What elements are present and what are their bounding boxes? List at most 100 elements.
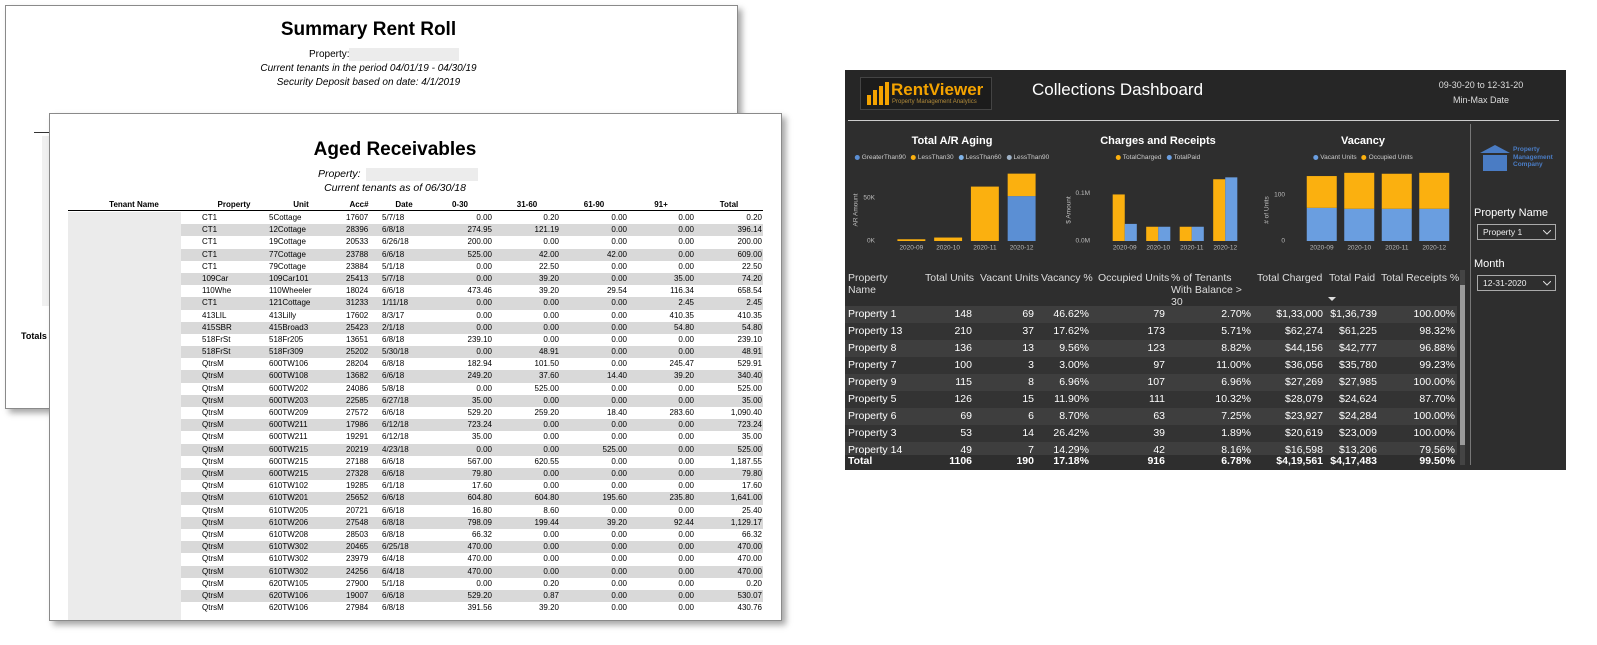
- table-cell: 69: [1022, 308, 1034, 320]
- table-row: QtrsM 620TW105 27900 5/1/18 0.00 0.20 0.00 0.00…: [181, 577, 763, 590]
- x-tick-label: 2020-12: [1213, 245, 1237, 252]
- table-cell: 0.00: [543, 334, 559, 344]
- table-row: Property 7 100 3 3.00% 97 11.00% $36,056 $35,78…: [845, 357, 1457, 374]
- table-cell: $35,780: [1339, 359, 1377, 371]
- table-cell: 0.00: [611, 383, 627, 393]
- table-cell: QtrsM: [202, 395, 224, 405]
- table-cell: QtrsM: [202, 529, 224, 539]
- table-cell: 0.00: [476, 322, 492, 332]
- table-cell: 0.00: [678, 603, 694, 613]
- table-cell: 658.54: [737, 286, 762, 296]
- y-axis-title: $ Amount: [1066, 196, 1073, 224]
- table-cell: Property 8: [848, 342, 897, 354]
- table-cell: 46.62%: [1053, 308, 1089, 320]
- table-cell: 6/12/18: [382, 432, 409, 442]
- table-cell: 35.00: [471, 432, 492, 442]
- table-cell: QtrsM: [202, 493, 224, 503]
- table-cell: 0.00: [543, 395, 559, 405]
- column-header: 0-30: [451, 200, 468, 209]
- totals-label: Totals f: [21, 331, 53, 341]
- table-cell: 13682: [346, 371, 369, 381]
- dashboard-title: Collections Dashboard: [1032, 80, 1204, 99]
- table-cell: 96.88%: [1419, 342, 1455, 354]
- table-cell: 6/6/18: [382, 590, 405, 600]
- table-cell: 723.24: [737, 420, 762, 430]
- table-cell: 0.00: [678, 249, 694, 259]
- table-row: Property 9 115 8 6.96% 107 6.96% $27,269 $27,98…: [845, 374, 1457, 391]
- table-cell: 0.20: [543, 578, 559, 588]
- chevron-path: [1543, 281, 1551, 286]
- y-axis-title: AR Amount: [853, 193, 860, 226]
- table-cell: 0.00: [678, 554, 694, 564]
- table-row: QtrsM 600TW108 13682 6/6/18 249.20 37.60 14.40…: [181, 370, 763, 383]
- table-cell: 470.00: [467, 566, 492, 576]
- x-tick-label: 2020-09: [1310, 245, 1334, 252]
- table-cell: 0.00: [678, 456, 694, 466]
- table-cell: 620TW105: [269, 578, 309, 588]
- bar-segment: [897, 239, 926, 241]
- table-cell: QtrsM: [202, 578, 224, 588]
- column-header: Total: [719, 200, 739, 209]
- table-cell: Property 3: [848, 427, 897, 439]
- table-cell: CT1: [202, 298, 218, 308]
- x-tick-label: 2020-09: [1113, 245, 1137, 252]
- table-cell: 274.95: [467, 225, 492, 235]
- table-row: 413LIL 413Lilly 17602 8/3/17 0.00 0.00 0.00 410…: [181, 309, 763, 322]
- table-cell: CT1: [202, 261, 218, 271]
- legend-label: GreaterThan90: [861, 154, 906, 161]
- table-cell: QtrsM: [202, 408, 224, 418]
- table-cell: $36,056: [1285, 359, 1323, 371]
- table-cell: 525.00: [534, 383, 559, 393]
- table-cell: 0.00: [678, 261, 694, 271]
- table-cell: QtrsM: [202, 554, 224, 564]
- table-cell: CT1: [202, 225, 218, 235]
- table-cell: 110Wheeler: [269, 286, 312, 296]
- table-cell: 25.40: [741, 505, 762, 515]
- table-cell: 126: [954, 393, 972, 405]
- y-tick-label: 100: [1274, 192, 1285, 199]
- table-cell: 23884: [346, 261, 369, 271]
- table-cell: 53: [960, 427, 972, 439]
- legend-swatch: [910, 154, 916, 160]
- table-row: CT1 12Cottage 28396 6/8/18 274.95 121.19 0.00 0…: [181, 224, 763, 237]
- table-cell: 0.00: [678, 213, 694, 222]
- table-cell: 239.10: [467, 334, 492, 344]
- chart-title: Total A/R Aging: [912, 135, 993, 147]
- table-cell: 0.00: [678, 505, 694, 515]
- legend-item: LessThan90: [1006, 154, 1049, 161]
- table-cell: 39: [1153, 427, 1165, 439]
- table-cell: 10.32%: [1215, 393, 1251, 405]
- table-cell: 610TW102: [269, 481, 309, 491]
- table-row: Property 8 136 13 9.56% 123 8.82% $44,156 $42,7…: [845, 340, 1457, 357]
- table-cell: 529.91: [737, 359, 762, 369]
- table-cell: 600TW215: [269, 444, 309, 454]
- table-cell: 14: [1022, 427, 1034, 439]
- table-cell: 6/12/18: [382, 420, 409, 430]
- bar-segment: [1344, 172, 1375, 209]
- table-cell: 0.20: [746, 578, 762, 588]
- chart-title: Vacancy: [1341, 135, 1386, 147]
- table-cell: 604.80: [467, 493, 492, 503]
- table-cell: 4/23/18: [382, 444, 409, 454]
- table-cell: 0.00: [611, 481, 627, 491]
- table-row: QtrsM 610TW302 20465 6/25/18 470.00 0.00 0.00 0…: [181, 541, 763, 554]
- bar: [1124, 223, 1137, 241]
- table-cell: 182.94: [467, 359, 492, 369]
- table-row: QtrsM 610TW205 20721 6/6/18 16.80 8.60 0.00 0.0…: [181, 504, 763, 517]
- table-cell: 26.42%: [1053, 427, 1089, 439]
- table-cell: 123: [1147, 342, 1165, 354]
- table-cell: 37.60: [538, 371, 559, 381]
- table-cell: 29.54: [606, 286, 627, 296]
- table-cell: $16,598: [1285, 444, 1323, 455]
- table-cell: 111: [1149, 393, 1165, 405]
- table-row: CT1 121Cottage 31233 1/11/18 0.00 0.00 0.00 2.4…: [181, 297, 763, 310]
- table-cell: 0.00: [611, 213, 627, 222]
- column-header: Property Name: [848, 272, 888, 296]
- table-cell: 195.60: [602, 493, 627, 503]
- table-cell: 530.07: [737, 590, 762, 600]
- redacted-tenants: [68, 212, 181, 620]
- table-row: 110Whe 110Wheeler 18024 6/6/18 473.46 39.20 29…: [181, 285, 763, 298]
- table-cell: $24,624: [1339, 393, 1377, 405]
- table-row: 415SBR 415Broad3 25423 2/1/18 0.00 0.00 0.00 54…: [181, 321, 763, 334]
- table-cell: 100.00%: [1413, 410, 1455, 422]
